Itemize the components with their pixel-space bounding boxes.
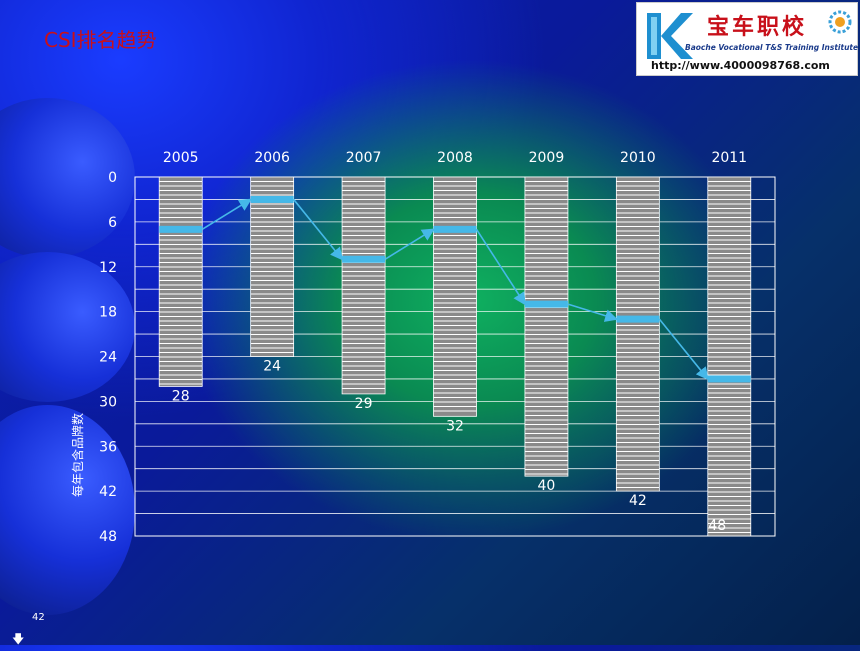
x-tick-label: 2007 (346, 150, 382, 166)
logo-url: http://www.4000098768.com (651, 59, 830, 72)
x-tick-label: 2006 (254, 150, 290, 166)
y-tick-label: 6 (108, 215, 117, 231)
rank-marker (342, 255, 386, 263)
x-tick-label: 2008 (437, 150, 473, 166)
logo-gear-icon (828, 10, 852, 34)
bar-data-label: 32 (446, 418, 464, 434)
decor-sphere-bottom (0, 405, 135, 615)
bar-data-label: 28 (172, 388, 190, 404)
rank-marker (250, 195, 294, 203)
bar-data-label: 40 (538, 478, 556, 494)
trend-segment (567, 303, 618, 322)
rank-marker (159, 225, 203, 233)
y-tick-label: 36 (99, 439, 117, 455)
trend-segment (201, 198, 253, 231)
decor-sphere-top (0, 98, 135, 258)
x-tick-label: 2010 (620, 150, 656, 166)
bar-data-label: 24 (263, 359, 281, 375)
logo-name-en: Baoche Vocational T&S Training Institute (685, 43, 859, 52)
rank-marker (524, 300, 568, 308)
x-tick-label: 2009 (529, 150, 565, 166)
x-tick-label: 2005 (163, 150, 199, 166)
bar (707, 176, 752, 537)
logo-name-cn: 宝车职校 (707, 15, 808, 40)
y-tick-label: 48 (99, 529, 117, 545)
down-arrow-icon[interactable]: 🡇 (12, 632, 25, 646)
y-tick-label: 12 (99, 260, 117, 276)
y-axis-label: 每年包含品牌数 (70, 413, 85, 497)
trend-segment (293, 198, 344, 261)
y-tick-label: 18 (99, 305, 117, 321)
bar-data-label: 48 (708, 518, 726, 534)
rank-marker (707, 375, 751, 383)
x-tick-label: 2011 (711, 150, 747, 166)
y-tick-label: 0 (108, 170, 117, 186)
trend-segment (384, 228, 435, 260)
y-tick-label: 42 (99, 484, 117, 500)
rank-marker (616, 315, 660, 323)
trend-segment (475, 228, 526, 306)
logo-panel: 宝车职校 Baoche Vocational T&S Training Inst… (636, 2, 858, 76)
bar (158, 176, 203, 387)
bar (433, 176, 477, 417)
bar-data-label: 42 (629, 493, 647, 509)
y-tick-label: 24 (99, 350, 117, 366)
page-number: 42 (32, 612, 45, 623)
decor-sphere-middle (0, 252, 135, 402)
rank-marker (433, 225, 477, 233)
logo-mark-icon (647, 13, 693, 59)
y-tick-label: 30 (99, 394, 117, 410)
trend-segment (658, 318, 709, 381)
slide-title: CSI排名趋势 (44, 28, 157, 52)
bar-data-label: 29 (355, 396, 373, 412)
